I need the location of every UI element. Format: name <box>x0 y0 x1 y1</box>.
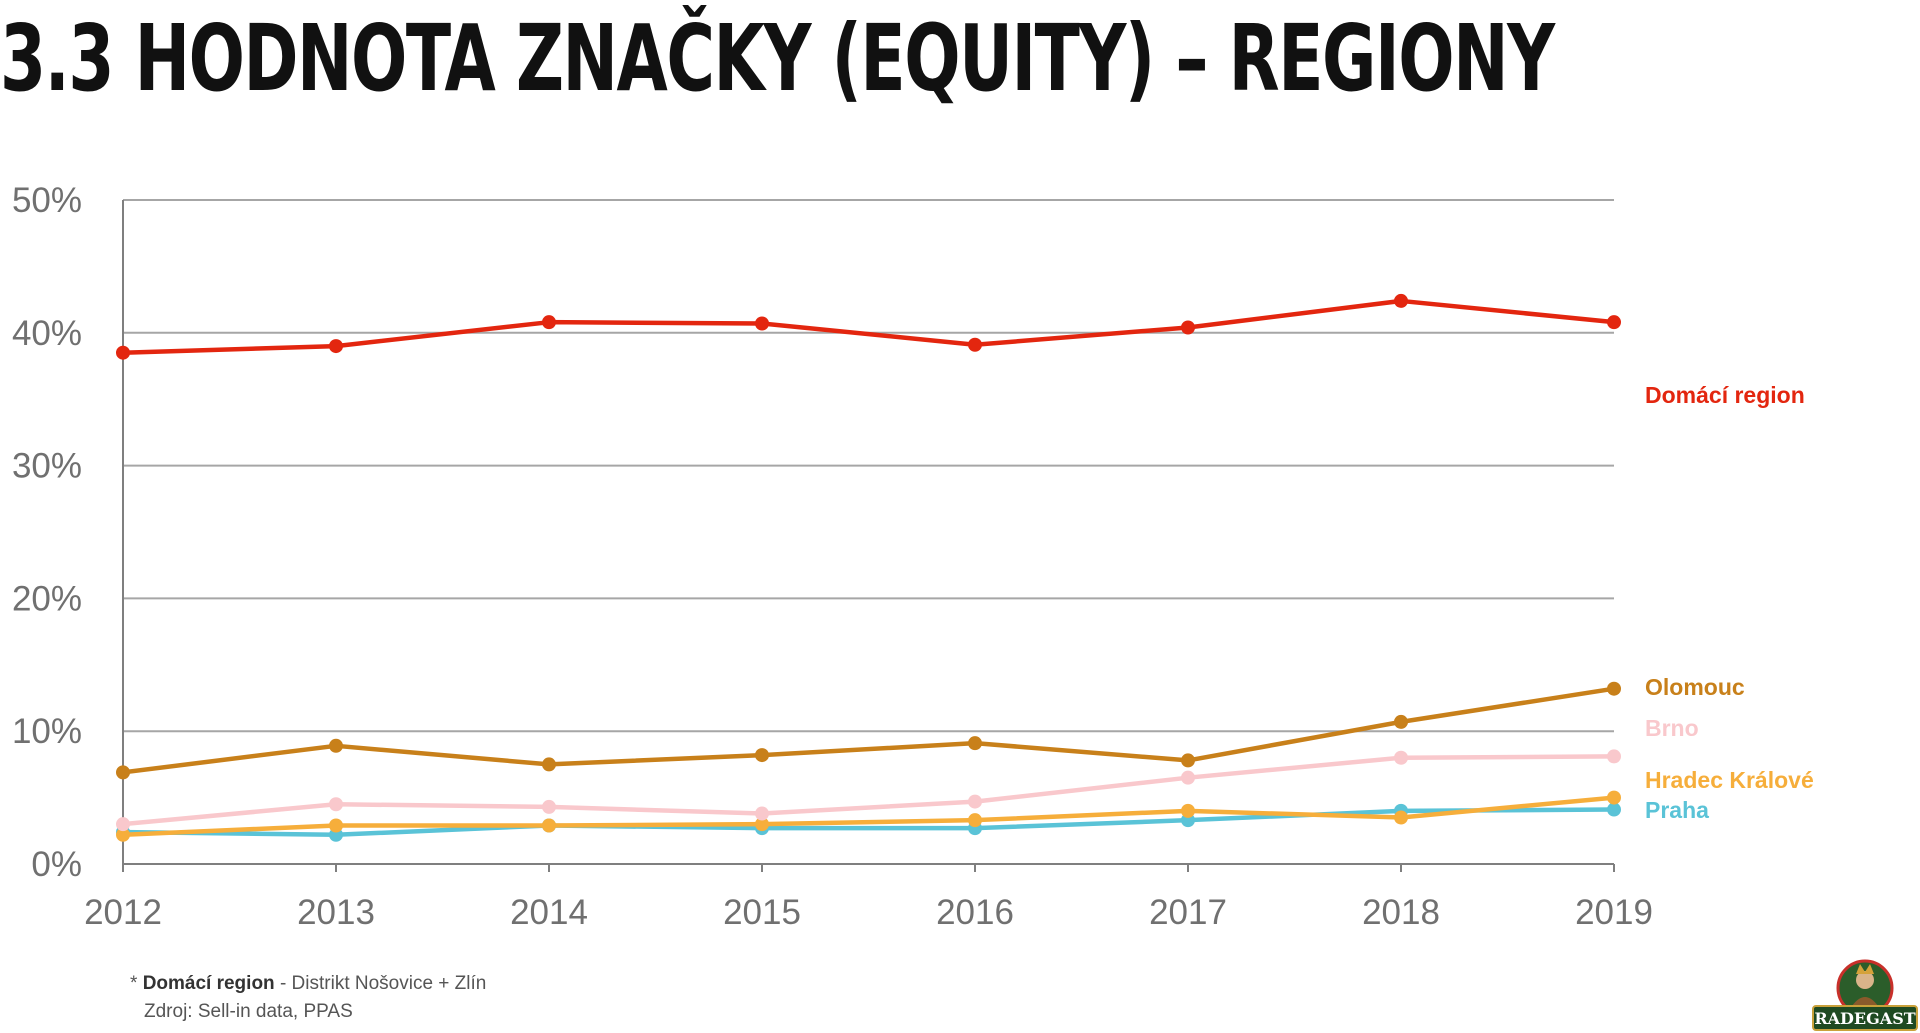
y-tick-label: 30% <box>12 447 82 486</box>
data-point <box>542 818 556 833</box>
data-point <box>329 797 343 812</box>
data-point <box>542 757 556 772</box>
footnote-asterisk: * <box>130 973 143 994</box>
series-group <box>116 790 1621 842</box>
y-tick-label: 50% <box>12 181 82 220</box>
series-group <box>116 293 1621 360</box>
y-tick-label: 40% <box>12 314 82 353</box>
y-axis-tick-labels: 0% 10% 20% 30% 40% 50% <box>12 181 82 884</box>
series-line <box>120 298 1617 355</box>
data-point <box>329 339 343 354</box>
data-point <box>968 794 982 809</box>
data-point <box>116 827 130 842</box>
y-tick-label: 20% <box>12 579 82 618</box>
x-tick-label: 2014 <box>510 893 588 932</box>
x-tick-label: 2012 <box>84 893 162 932</box>
line-chart: 0%10%20%30%40%50% 2012 2013 2014 2015 2016 20… <box>12 181 1814 932</box>
data-point <box>542 799 556 814</box>
footnote: * Domácí region - Distrikt Nošovice + Zl… <box>130 970 486 1026</box>
data-point <box>1394 714 1408 729</box>
data-point <box>968 813 982 828</box>
x-tick-label: 2017 <box>1149 893 1227 932</box>
data-point <box>1181 803 1195 818</box>
series-line <box>120 807 1617 838</box>
footnote-definition: * Domácí region - Distrikt Nošovice + Zl… <box>130 970 486 998</box>
footnote-term: Domácí region <box>142 973 275 994</box>
x-tick-label: 2019 <box>1575 893 1653 932</box>
x-tick-label: 2016 <box>936 893 1014 932</box>
data-point <box>1394 810 1408 825</box>
footnote-term-definition: - Distrikt Nošovice + Zlín <box>274 973 487 994</box>
series-group <box>116 749 1621 832</box>
data-point <box>1607 315 1621 330</box>
x-tick-label: 2013 <box>297 893 375 932</box>
series-label: Praha <box>1645 797 1709 823</box>
data-point <box>1607 802 1621 817</box>
series-line <box>120 754 1617 827</box>
data-point <box>329 738 343 753</box>
data-point <box>116 817 130 832</box>
chart-axes <box>122 200 1615 872</box>
data-point <box>1607 681 1621 696</box>
data-point <box>755 316 769 331</box>
data-point <box>329 818 343 833</box>
series-label: Domácí region <box>1645 382 1805 408</box>
y-tick-label: 0% <box>31 845 82 884</box>
chart-gridlines <box>123 199 1614 733</box>
data-point <box>755 817 769 832</box>
series-label: Olomouc <box>1645 674 1745 700</box>
data-point <box>1181 320 1195 335</box>
x-axis-tick-labels: 2012 2013 2014 2015 2016 2017 2018 2019 <box>84 893 1653 932</box>
x-tick-label: 2015 <box>723 893 801 932</box>
data-point <box>968 337 982 352</box>
data-point <box>1181 753 1195 768</box>
data-point <box>1394 293 1408 308</box>
data-point <box>116 765 130 780</box>
logo-wordmark: RADEGAST <box>1814 1009 1915 1028</box>
data-point <box>116 345 130 360</box>
data-point <box>968 736 982 751</box>
y-tick-label: 10% <box>12 712 82 751</box>
footnote-source: Zdroj: Sell-in data, PPAS <box>144 1001 353 1022</box>
series-label: Hradec Králové <box>1645 767 1814 793</box>
radegast-logo: RADEGAST <box>1810 958 1920 1033</box>
page-title: 3.3 HODNOTA ZNAČKY (EQUITY) – REGIONY <box>0 5 1555 112</box>
data-point <box>1607 790 1621 805</box>
chart-series <box>116 293 1621 842</box>
data-point <box>542 315 556 330</box>
data-point <box>1181 770 1195 785</box>
series-group <box>116 681 1621 780</box>
data-point <box>755 748 769 763</box>
data-point <box>1394 750 1408 765</box>
series-line <box>120 686 1617 775</box>
data-point <box>755 806 769 821</box>
data-point <box>1607 749 1621 764</box>
x-tick-label: 2018 <box>1362 893 1440 932</box>
series-line <box>120 795 1617 838</box>
series-labels: Domácí region Olomouc Brno Hradec Králové Pr… <box>1645 382 1814 823</box>
series-label: Brno <box>1645 715 1699 741</box>
